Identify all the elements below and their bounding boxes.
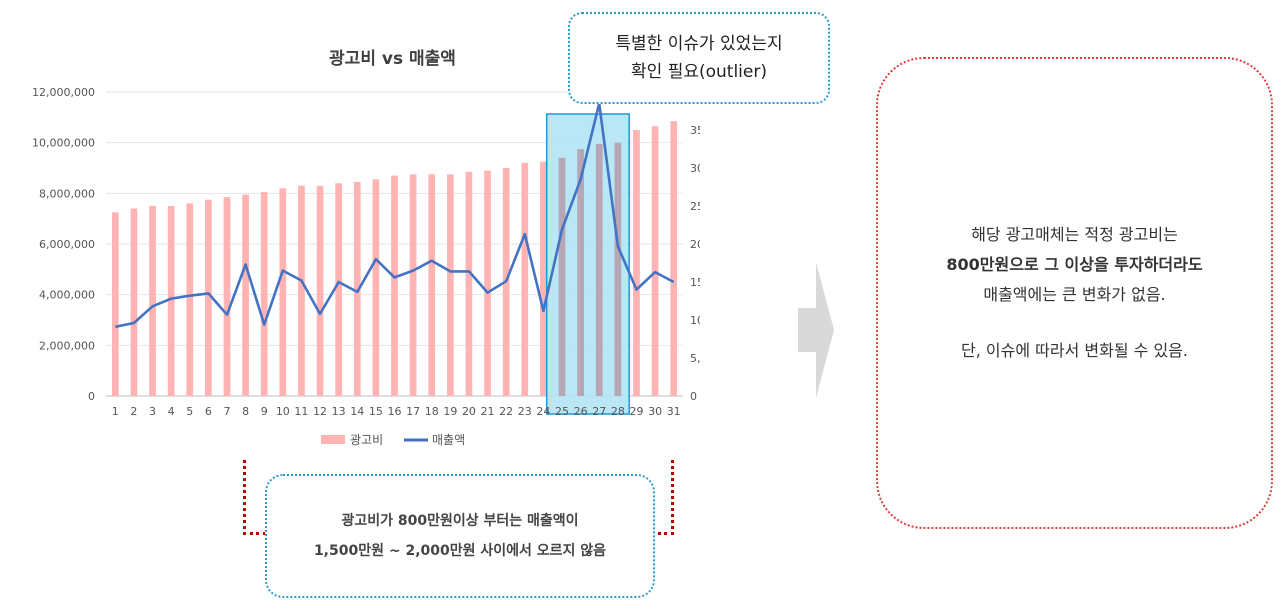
right-arrow-icon xyxy=(798,262,834,398)
x-axis-tick-label: 7 xyxy=(223,405,230,418)
left-axis-tick-label: 8,000,000 xyxy=(39,187,95,200)
left-axis-tick-label: 2,000,000 xyxy=(39,339,95,352)
x-axis-tick-label: 17 xyxy=(406,405,420,418)
conclusion-line2: 800만원으로 그 이상을 투자하더라도 xyxy=(946,255,1203,274)
x-axis-tick-label: 31 xyxy=(667,405,681,418)
bar xyxy=(205,199,212,396)
x-axis-tick-label: 23 xyxy=(518,405,532,418)
x-axis-tick-label: 18 xyxy=(425,405,439,418)
bar xyxy=(670,121,678,396)
outlier-callout: 특별한 이슈가 있었는지 확인 필요(outlier) xyxy=(568,12,830,104)
x-axis-tick-label: 25 xyxy=(555,405,569,418)
bar xyxy=(391,175,398,396)
x-axis-tick-label: 15 xyxy=(369,405,383,418)
right-axis-tick-label: 35,000,000 xyxy=(690,124,700,137)
x-axis-tick-label: 22 xyxy=(499,405,513,418)
right-axis-tick-label: 25,000,000 xyxy=(690,200,700,213)
x-axis-tick-label: 20 xyxy=(462,405,476,418)
legend-label-line: 매출액 xyxy=(432,433,465,447)
bar xyxy=(223,197,231,396)
plateau-callout-line2: 1,500만원 ~ 2,000만원 사이에서 오르지 않음 xyxy=(313,543,607,559)
x-axis-tick-label: 2 xyxy=(130,405,137,418)
bar xyxy=(167,206,175,396)
conclusion-line1: 해당 광고매체는 적정 광고비는 xyxy=(971,225,1178,244)
bar xyxy=(353,181,361,396)
x-axis-tick-label: 28 xyxy=(611,405,625,418)
sales-line xyxy=(115,102,675,329)
left-axis-tick-label: 12,000,000 xyxy=(32,86,95,99)
x-axis-tick-label: 3 xyxy=(149,405,156,418)
bar xyxy=(149,206,156,396)
x-axis-tick-label: 1 xyxy=(112,405,119,418)
bar xyxy=(372,179,380,396)
left-axis-tick-label: 10,000,000 xyxy=(32,137,95,150)
bar xyxy=(540,161,547,396)
x-axis-tick-label: 30 xyxy=(648,405,662,418)
bar xyxy=(316,185,324,396)
legend-swatch-bar xyxy=(321,435,345,444)
outlier-callout-line2: 확인 필요(outlier) xyxy=(631,62,767,82)
conclusion-line3: 매출액에는 큰 변화가 없음. xyxy=(983,285,1166,304)
bar-highlighted xyxy=(595,143,603,396)
plateau-callout: 광고비가 800만원이상 부터는 매출액이 1,500만원 ~ 2,000만원 … xyxy=(265,474,655,598)
x-axis-tick-label: 16 xyxy=(388,405,402,418)
conclusion-box: 해당 광고매체는 적정 광고비는 800만원으로 그 이상을 투자하더라도 매출… xyxy=(876,57,1273,529)
chart-title: 광고비 vs 매출액 xyxy=(329,49,456,69)
x-axis-tick-label: 11 xyxy=(294,405,308,418)
bar xyxy=(521,162,529,396)
x-axis-tick-label: 13 xyxy=(332,405,346,418)
right-axis-tick-label: 10,000,000 xyxy=(690,314,700,327)
x-axis-tick-label: 29 xyxy=(629,405,643,418)
bar xyxy=(130,208,138,396)
right-axis-tick-label: 30,000,000 xyxy=(690,162,700,175)
plateau-callout-line1: 광고비가 800만원이상 부터는 매출액이 xyxy=(341,513,579,529)
combo-chart: 0 2,000,000 4,000,000 6,000,000 8,000,000 10,… xyxy=(32,86,700,447)
bar xyxy=(279,188,287,396)
x-axis-tick-label: 6 xyxy=(205,405,212,418)
bar xyxy=(446,174,454,396)
x-axis-tick-label: 27 xyxy=(592,405,606,418)
x-axis-tick-label: 21 xyxy=(481,405,495,418)
right-axis-tick-label: 5,000,000 xyxy=(690,352,700,365)
bar-highlighted xyxy=(614,142,622,396)
bar xyxy=(465,171,473,396)
bar xyxy=(298,185,305,396)
bracket-left xyxy=(243,460,266,535)
x-axis-tick-label: 19 xyxy=(443,405,457,418)
bar xyxy=(633,130,640,396)
bar xyxy=(409,174,417,396)
left-axis-tick-label: 4,000,000 xyxy=(39,289,95,302)
bracket-right xyxy=(651,460,674,535)
x-axis-tick-label: 4 xyxy=(168,405,175,418)
x-axis-tick-label: 26 xyxy=(574,405,588,418)
bar xyxy=(186,203,194,396)
x-axis-tick-label: 12 xyxy=(313,405,327,418)
bar-highlighted xyxy=(558,157,566,396)
x-axis-tick-label: 14 xyxy=(350,405,364,418)
bar xyxy=(242,194,249,396)
bar xyxy=(651,126,659,396)
x-axis-tick-label: 9 xyxy=(261,405,268,418)
left-axis-tick-label: 0 xyxy=(88,390,95,403)
x-axis-tick-label: 10 xyxy=(276,405,290,418)
bar xyxy=(484,170,491,396)
bar xyxy=(260,192,268,396)
bar-highlighted xyxy=(577,149,584,396)
x-axis-tick-label: 8 xyxy=(242,405,249,418)
left-axis-tick-label: 6,000,000 xyxy=(39,238,95,251)
right-axis-tick-label: 15,000,000 xyxy=(690,276,700,289)
bar xyxy=(428,174,436,396)
conclusion-line4: 단, 이슈에 따라서 변화될 수 있음. xyxy=(961,341,1188,360)
x-axis-tick-label: 5 xyxy=(186,405,193,418)
right-axis-tick-label: 20,000,000 xyxy=(690,238,700,251)
x-axis-tick-label: 24 xyxy=(536,405,550,418)
legend-label-bar: 광고비 xyxy=(350,433,383,447)
bar xyxy=(335,183,343,396)
right-axis-tick-label: 0 xyxy=(690,390,697,403)
bar xyxy=(111,212,119,396)
outlier-callout-line1: 특별한 이슈가 있었는지 xyxy=(615,34,783,54)
